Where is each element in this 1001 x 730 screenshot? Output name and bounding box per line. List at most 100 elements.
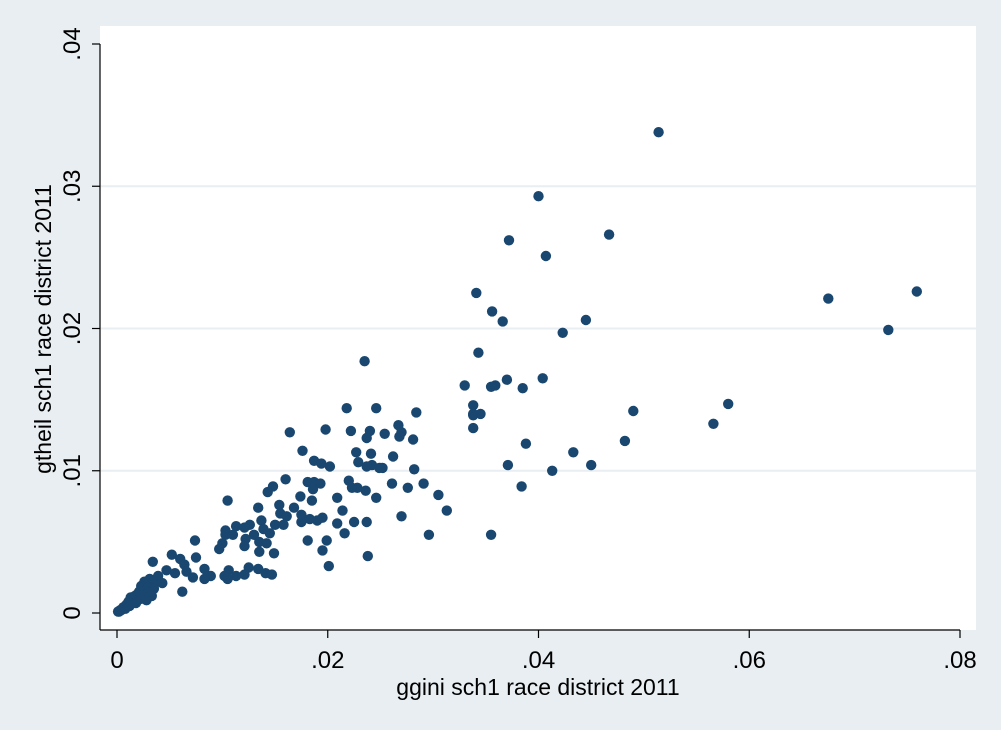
scatter-point [256, 515, 267, 526]
scatter-point [239, 522, 250, 533]
x-tick-label: 0 [110, 647, 123, 674]
scatter-point [317, 545, 328, 556]
scatter-point [239, 569, 250, 580]
scatter-point [547, 465, 558, 476]
scatter-point [297, 445, 308, 456]
scatter-point [723, 398, 734, 410]
x-tick-label: .02 [311, 647, 344, 674]
scatter-point [371, 492, 382, 503]
scatter-point [471, 287, 482, 299]
scatter-point [653, 127, 664, 138]
scatter-point [409, 464, 420, 475]
scatter-point [883, 324, 894, 336]
scatter-point [278, 519, 289, 530]
scatter-point [396, 511, 407, 522]
scatter-point [557, 327, 568, 338]
scatter-point [248, 529, 260, 540]
scatter-point [353, 457, 364, 468]
scatter-point [459, 380, 470, 391]
scatter-point [280, 474, 291, 485]
scatter-point [177, 586, 188, 597]
scatter-point [402, 482, 413, 493]
scatter-point [360, 485, 371, 496]
scatter-point [264, 528, 275, 539]
scatter-point [307, 484, 319, 495]
scatter-point [361, 516, 372, 528]
scatter-point [266, 569, 278, 580]
scatter-point [284, 427, 295, 438]
scatter-point [379, 428, 390, 439]
scatter-point [346, 482, 358, 493]
x-tick-label: .06 [733, 647, 766, 674]
scatter-point [361, 461, 372, 472]
y-tick-label: .02 [59, 312, 86, 345]
scatter-point [433, 489, 444, 501]
axes: 0 .01 .02 .03 .04 0 .02 .04 .06 .08 [59, 27, 977, 674]
scatter-point [288, 502, 300, 513]
scatter-point [490, 380, 501, 391]
y-tick-label: .04 [59, 27, 86, 60]
scatter-point [628, 405, 639, 417]
scatter-point [337, 505, 348, 516]
scatter-point [411, 407, 422, 418]
scatter-point [199, 573, 210, 585]
data-points [112, 127, 922, 617]
x-tick-label: .08 [943, 647, 976, 674]
y-tick-label: .03 [59, 170, 86, 203]
scatter-point [253, 502, 264, 513]
scatter-point [295, 491, 306, 502]
scatter-point [230, 570, 242, 582]
scatter-point [161, 565, 172, 576]
scatter-point [407, 434, 419, 445]
scatter-point [502, 459, 514, 471]
scatter-point [222, 495, 233, 506]
scatter-point [268, 548, 280, 559]
gridlines [100, 185, 976, 472]
scatter-point [708, 418, 719, 429]
scatter-point [262, 486, 273, 498]
scatter-point [269, 519, 281, 530]
scatter-point [166, 549, 177, 560]
scatter-point [339, 528, 350, 539]
scatter-point [296, 516, 307, 528]
scatter-point [261, 538, 272, 549]
scatter-point [365, 448, 377, 459]
scatter-point [306, 495, 318, 506]
scatter-point [348, 516, 360, 528]
scatter-point [254, 546, 265, 557]
scatter-point [321, 535, 332, 546]
scatter-point [374, 462, 385, 474]
scatter-point [315, 478, 326, 489]
scatter-point [316, 458, 327, 469]
scatter-point [351, 447, 362, 458]
scatter-point [441, 505, 452, 516]
scatter-point [147, 556, 158, 567]
scatter-point [537, 373, 548, 384]
scatter-point [189, 535, 201, 546]
scatter-point [341, 403, 352, 414]
scatter-point [345, 425, 357, 437]
scatter-point [214, 543, 225, 555]
scatter-point [418, 478, 429, 489]
y-tick-label: .01 [59, 454, 86, 487]
x-tick-label: .04 [522, 647, 555, 674]
scatter-point [568, 447, 579, 458]
scatter-point [371, 403, 382, 414]
y-axis-title: gtheil sch1 race district 2011 [30, 184, 56, 474]
scatter-point [586, 459, 597, 471]
scatter-point [503, 235, 515, 246]
scatter-point [113, 606, 125, 617]
scatter-point [603, 229, 615, 240]
scatter-point [520, 438, 532, 449]
scatter-point [540, 250, 552, 262]
scatter-point [468, 410, 479, 421]
scatter-point [468, 400, 479, 411]
scatter-point [580, 314, 592, 326]
scatter-point [517, 383, 528, 394]
y-tick-label: 0 [59, 606, 86, 619]
scatter-point [324, 461, 336, 472]
scatter-point [386, 478, 398, 489]
scatter-point [220, 529, 231, 540]
